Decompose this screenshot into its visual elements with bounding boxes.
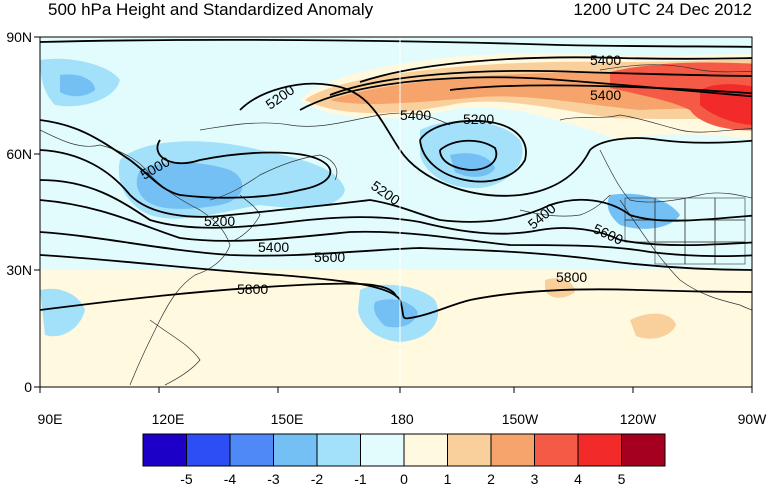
lon-ticks <box>39 387 753 393</box>
lon-tick-labels: 90E 120E 150E 180 150W 120W 90W <box>38 411 768 427</box>
colorbar-label: 0 <box>400 471 408 487</box>
colorbar-swatch <box>577 433 622 467</box>
lat-tick-label: 90N <box>6 29 32 45</box>
contour-label: 5200 <box>204 213 235 229</box>
contour-label: 5200 <box>463 111 494 127</box>
lon-tick-label: 90E <box>38 411 63 427</box>
colorbar-label: -2 <box>311 471 324 487</box>
lat-tick-label: 30N <box>6 262 32 278</box>
colorbar-swatch <box>186 433 231 467</box>
valid-time: 1200 UTC 24 Dec 2012 <box>573 0 752 19</box>
colorbar-swatch <box>360 433 405 467</box>
contour-label: 5400 <box>590 87 621 103</box>
colorbar: -5 -4 -3 -2 -1 0 1 2 3 4 5 <box>142 433 666 487</box>
colorbar-swatch <box>490 433 535 467</box>
lon-tick-label: 150W <box>502 411 539 427</box>
lon-tick-label: 120E <box>152 411 185 427</box>
colorbar-swatch <box>142 433 187 467</box>
colorbar-swatch <box>273 433 318 467</box>
lat-ticks <box>34 36 40 388</box>
contour-label: 5400 <box>258 239 289 255</box>
contour-label: 5800 <box>237 281 268 297</box>
colorbar-label: -5 <box>180 471 193 487</box>
lon-tick-label: 120W <box>620 411 657 427</box>
coastlines <box>40 64 752 386</box>
colorbar-label: 1 <box>444 471 452 487</box>
colorbar-label: 3 <box>531 471 539 487</box>
colorbar-swatch <box>403 433 448 467</box>
colorbar-swatch <box>621 433 666 467</box>
contour-label: 5400 <box>400 107 431 123</box>
colorbar-label: -3 <box>267 471 280 487</box>
lon-tick-label: 150E <box>271 411 304 427</box>
colorbar-label: 2 <box>487 471 495 487</box>
colorbar-swatch <box>316 433 361 467</box>
height-contours <box>40 38 752 320</box>
contour-label: 5600 <box>314 249 345 265</box>
colorbar-label: 5 <box>618 471 626 487</box>
lat-tick-label: 60N <box>6 146 32 162</box>
colorbar-label: 4 <box>574 471 582 487</box>
lat-tick-label: 0 <box>24 379 32 395</box>
chart-title: 500 hPa Height and Standardized Anomaly <box>48 0 374 19</box>
contour-label: 5400 <box>590 52 621 68</box>
colorbar-swatch <box>229 433 274 467</box>
lon-tick-label: 180 <box>390 411 414 427</box>
lon-tick-label: 90W <box>738 411 768 427</box>
lat-tick-labels: 90N 60N 30N 0 <box>6 29 32 395</box>
colorbar-label: -4 <box>224 471 237 487</box>
colorbar-swatch <box>447 433 492 467</box>
map-frame <box>39 36 753 388</box>
colorbar-swatch <box>534 433 579 467</box>
contour-label: 5800 <box>556 269 587 285</box>
colorbar-label: -1 <box>354 471 367 487</box>
